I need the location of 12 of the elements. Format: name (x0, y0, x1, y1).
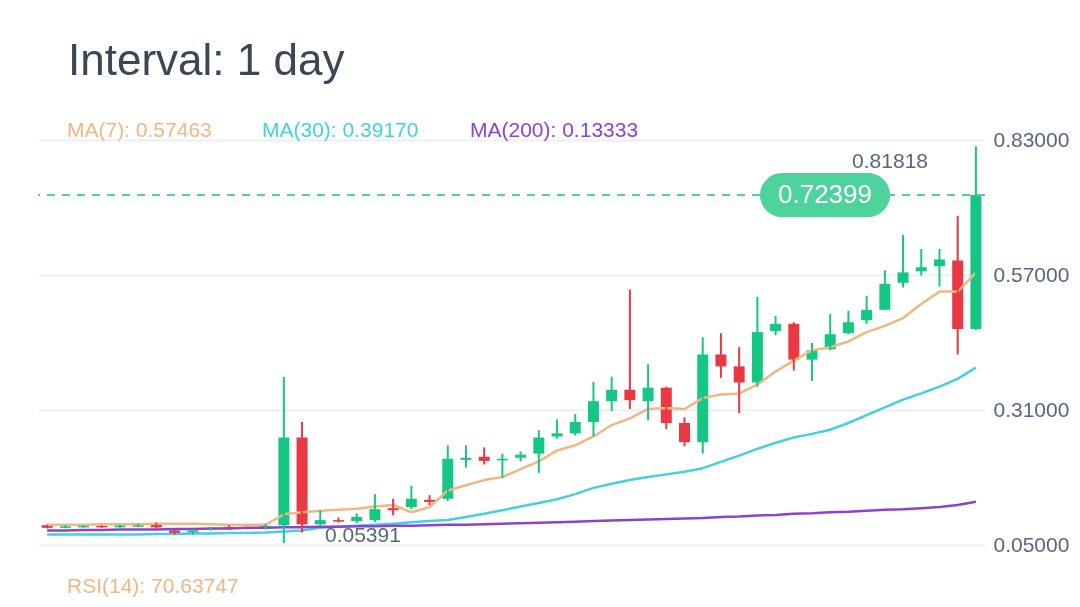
y-tick-label: 0.31000 (993, 397, 1070, 421)
text: MA(200): 0.13333 (470, 118, 639, 141)
text: MA(30): 0.39170 (262, 118, 419, 141)
annotation: 0.81818 (852, 149, 928, 172)
ref-line-label: 0.72399 (778, 179, 872, 210)
text: RSI(14): 70.63747 (67, 574, 239, 597)
annotation: 0.05391 (325, 523, 401, 546)
text: Interval: 1 day (68, 35, 345, 84)
text: MA(7): 0.57463 (67, 118, 212, 141)
y-tick-label: 0.83000 (993, 127, 1070, 151)
y-tick-label: 0.57000 (993, 262, 1070, 286)
y-tick-label: 0.05000 (993, 532, 1070, 556)
